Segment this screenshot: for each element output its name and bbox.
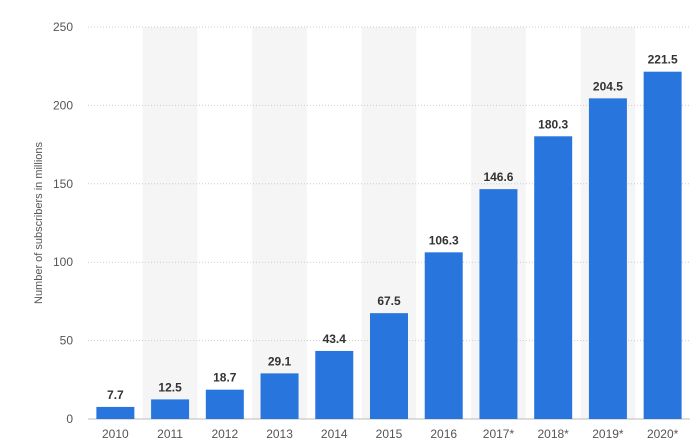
- background-band: [252, 27, 307, 419]
- data-label: 180.3: [538, 117, 568, 131]
- x-tick-label: 2011: [157, 427, 183, 441]
- data-label: 67.5: [377, 294, 401, 308]
- y-tick-label: 250: [53, 20, 73, 34]
- bar: [534, 136, 573, 419]
- x-tick-label: 2015: [376, 427, 403, 441]
- y-tick-label: 100: [53, 255, 73, 269]
- data-label: 146.6: [483, 170, 513, 184]
- bar: [96, 406, 135, 419]
- x-tick-label: 2019*: [592, 427, 624, 441]
- bar: [643, 71, 682, 420]
- bar: [151, 399, 190, 419]
- bar: [588, 98, 627, 420]
- bar: [424, 252, 463, 419]
- data-label: 221.5: [648, 53, 678, 67]
- y-tick-label: 200: [53, 98, 73, 112]
- x-axis-ticks: 2010 2011 2012 2013 2014 2015 2016 2017* 2018* 20…: [102, 427, 679, 441]
- bar: [479, 189, 518, 419]
- data-label: 29.1: [268, 354, 292, 368]
- y-axis-label: Number of subscribers in millions: [33, 142, 45, 304]
- bars: [96, 71, 682, 420]
- data-label: 18.7: [213, 371, 237, 385]
- x-tick-label: 2017*: [483, 427, 515, 441]
- bar: [370, 313, 408, 419]
- background-band: [142, 27, 198, 419]
- data-label: 43.4: [323, 332, 347, 346]
- x-tick-label: 2010: [102, 427, 129, 441]
- x-tick-label: 2012: [211, 427, 238, 441]
- bar: [205, 389, 244, 419]
- y-tick-label: 0: [66, 412, 73, 426]
- x-tick-label: 2013: [266, 427, 293, 441]
- y-axis-ticks: 0 50 100 150 200 250: [53, 20, 73, 426]
- y-tick-label: 50: [60, 334, 74, 348]
- x-tick-label: 2020*: [647, 427, 679, 441]
- data-label: 12.5: [158, 380, 182, 394]
- data-labels: 7.7 12.5 18.7 29.1 43.4 67.5 106.3 146.6 180.3 20…: [107, 53, 678, 402]
- x-tick-label: 2016: [430, 427, 457, 441]
- data-label: 106.3: [429, 233, 459, 247]
- data-label: 7.7: [107, 388, 124, 402]
- x-tick-label: 2014: [321, 427, 348, 441]
- data-label: 204.5: [593, 79, 623, 93]
- x-tick-label: 2018*: [537, 427, 569, 441]
- bar: [315, 350, 354, 419]
- y-tick-label: 150: [53, 177, 73, 191]
- bar: [260, 373, 299, 419]
